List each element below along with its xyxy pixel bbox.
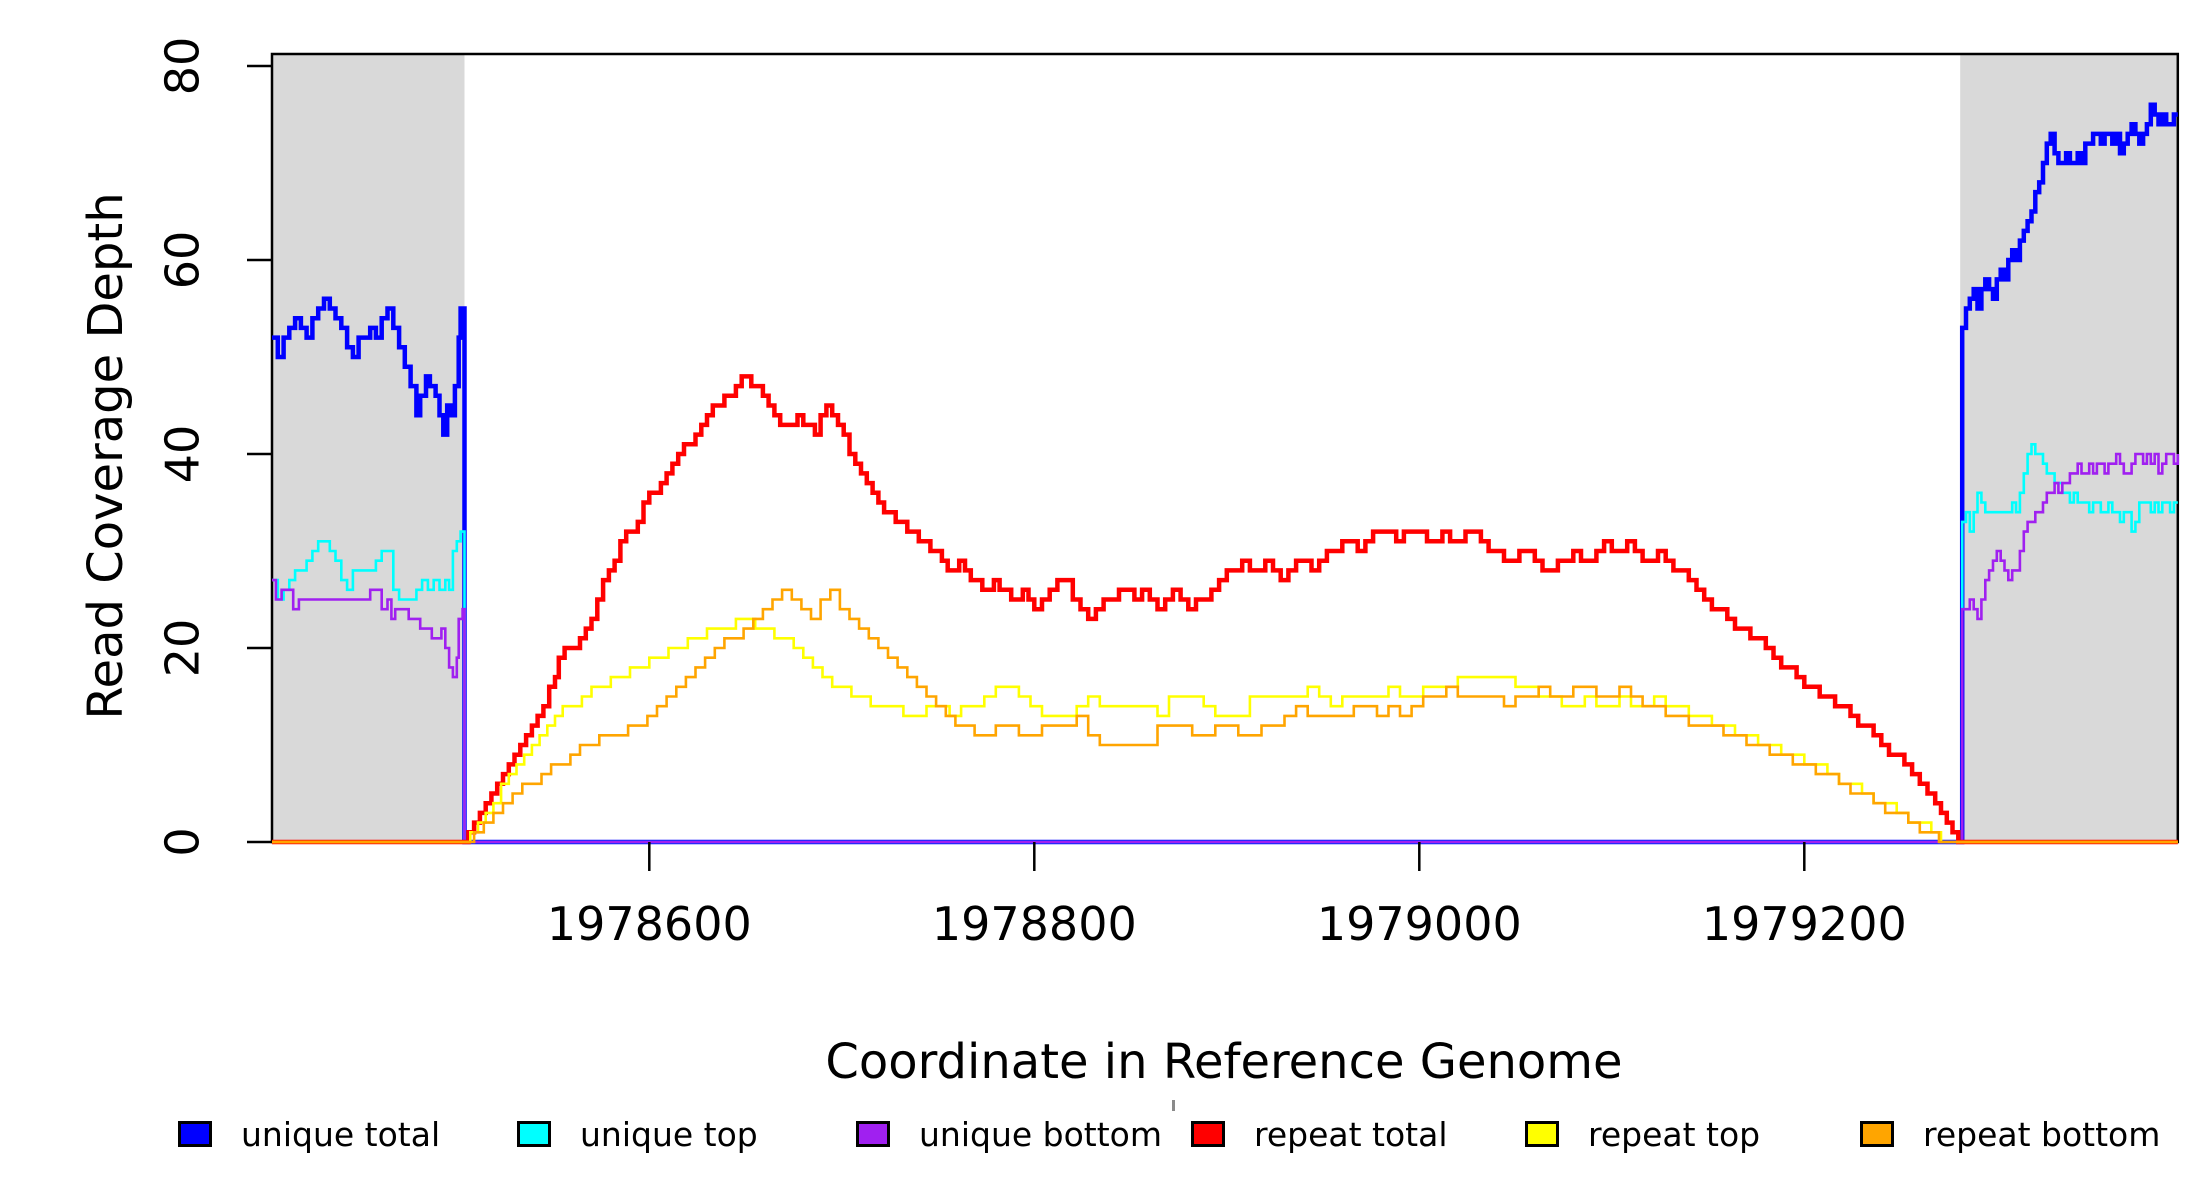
x-tick-label: 1978800 — [932, 897, 1137, 951]
repeat-top-swatch-icon — [1525, 1121, 1559, 1147]
legend-item-repeat-bottom: repeat bottom — [1860, 1115, 2160, 1154]
legend-label: unique total — [241, 1114, 441, 1154]
x-tick-label: 1979200 — [1702, 897, 1907, 951]
y-tick-label: 0 — [156, 827, 210, 856]
y-tick-label: 60 — [156, 231, 210, 290]
y-tick-label: 40 — [156, 425, 210, 484]
series-unique-bottom — [272, 452, 2180, 844]
x-axis-title: Coordinate in Reference Genome — [825, 1034, 1623, 1090]
series-unique-total — [272, 102, 2178, 845]
x-tick-label: 1978600 — [547, 897, 752, 951]
legend-item-unique-bottom: unique bottom — [856, 1115, 1162, 1154]
y-axis-title: Read Coverage Depth — [78, 192, 134, 720]
repeat-total-swatch-icon — [1191, 1121, 1225, 1147]
repeat-bottom-swatch-icon — [1860, 1121, 1894, 1147]
y-tick-label: 20 — [156, 619, 210, 678]
unique-top-swatch-icon — [517, 1121, 551, 1147]
legend-item-unique-total: unique total — [178, 1115, 440, 1154]
series-unique-top — [272, 443, 2178, 844]
legend-label: repeat total — [1254, 1114, 1448, 1154]
shaded-region — [1960, 54, 2178, 842]
unique-total-swatch-icon — [178, 1121, 212, 1147]
legend-label: repeat top — [1588, 1114, 1761, 1154]
series-repeat-total — [272, 374, 2178, 845]
series-repeat-top — [272, 617, 2178, 844]
legend-item-repeat-top: repeat top — [1525, 1115, 1760, 1154]
shaded-region — [272, 54, 465, 842]
plot-frame — [270, 52, 2180, 844]
legend-label: repeat bottom — [1923, 1114, 2161, 1154]
unique-bottom-swatch-icon — [856, 1121, 890, 1147]
legend-label: unique bottom — [919, 1114, 1163, 1154]
legend-item-unique-top: unique top — [517, 1115, 758, 1154]
stray-mark — [1172, 1100, 1175, 1111]
series-repeat-bottom — [272, 588, 2178, 844]
legend-item-repeat-total: repeat total — [1191, 1115, 1448, 1154]
y-tick-label: 80 — [156, 37, 210, 96]
legend-label: unique top — [580, 1114, 758, 1154]
x-tick-label: 1979000 — [1317, 897, 1522, 951]
